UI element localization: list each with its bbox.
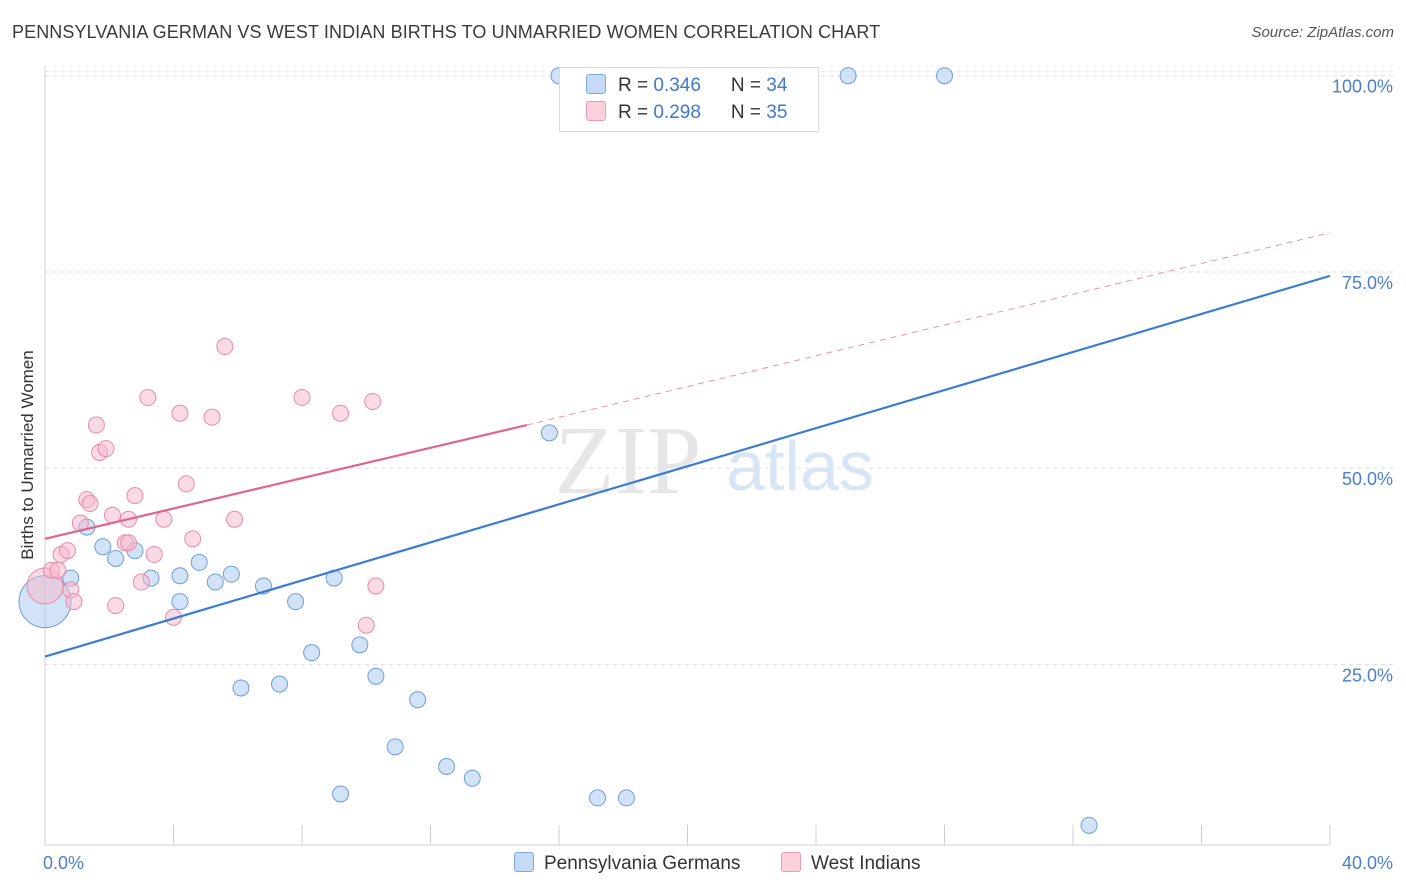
point-pennsylvania-german [540, 424, 558, 442]
watermark: ZIP atlas [555, 407, 874, 515]
chart-title: PENNSYLVANIA GERMAN VS WEST INDIAN BIRTH… [12, 22, 881, 42]
point-west-indian [184, 530, 202, 548]
point-pennsylvania-german [332, 785, 350, 803]
point-pennsylvania-german [303, 644, 321, 662]
point-pennsylvania-german [206, 573, 224, 591]
point-west-indian [145, 546, 163, 564]
grid-lines [45, 71, 1395, 665]
point-pennsylvania-german [232, 679, 250, 697]
point-pennsylvania-german [222, 565, 240, 583]
data-points [18, 67, 1098, 834]
point-west-indian [107, 597, 125, 615]
legend-row-west-indian: R = 0.298 N = 35 [586, 101, 787, 127]
trend-lines [44, 232, 1331, 658]
point-pennsylvania-german [438, 758, 456, 775]
point-west-indian [165, 608, 182, 626]
point-west-indian [49, 561, 67, 579]
point-west-indian [97, 440, 115, 458]
point-pennsylvania-german [351, 636, 369, 654]
point-west-indian [177, 475, 195, 493]
legend-item-pennsylvania-germans: Pennsylvania Germans [514, 852, 740, 875]
point-west-indian [357, 616, 375, 634]
point-west-indian [58, 542, 76, 560]
point-pennsylvania-german [617, 789, 635, 807]
point-pennsylvania-german [190, 553, 208, 571]
correlation-legend: R = 0.346 N = 34 R = 0.298 N = 35 [559, 67, 819, 132]
point-pennsylvania-german [94, 538, 112, 556]
point-west-indian [203, 408, 221, 426]
x-tick-label-left: 0.0% [43, 853, 84, 873]
watermark-atlas: atlas [726, 427, 874, 505]
point-west-indian [293, 389, 311, 407]
axes [44, 66, 1331, 846]
tick-labels: 25.0% 50.0% 75.0% 100.0% 0.0% 40.0% [43, 77, 1393, 873]
point-pennsylvania-german [271, 675, 289, 693]
legend-r-label: R = [618, 102, 654, 123]
x-tick-label-right: 40.0% [1342, 853, 1393, 873]
point-west-indian [216, 338, 234, 356]
point-west-indian [87, 416, 105, 434]
point-pennsylvania-german [107, 549, 125, 567]
trend-line-pennsylvania-german [44, 274, 1331, 658]
point-west-indian [332, 404, 350, 422]
point-west-indian [171, 404, 189, 422]
legend-r-value: 0.298 [653, 102, 701, 123]
point-west-indian [81, 495, 99, 513]
legend-label: West Indians [811, 853, 921, 874]
point-west-indian [132, 573, 150, 591]
trend-line-west-indian [44, 423, 528, 540]
legend-swatch-pink [781, 852, 801, 872]
y-axis-title: Births to Unmarried Women [18, 350, 37, 559]
point-west-indian [120, 534, 138, 552]
legend-n-value: 35 [766, 102, 788, 123]
watermark-zip: ZIP [555, 407, 702, 515]
point-pennsylvania-german [171, 593, 189, 611]
y-tick-label: 75.0% [1342, 273, 1393, 293]
point-pennsylvania-german [287, 593, 305, 611]
point-pennsylvania-german [386, 738, 404, 756]
legend-n-label: N = [730, 102, 767, 123]
point-west-indian [226, 510, 244, 528]
legend-label: Pennsylvania Germans [544, 853, 741, 874]
legend-n-label: N = [730, 75, 767, 96]
legend-row-pennsylvania: R = 0.346 N = 34 [586, 74, 787, 100]
point-pennsylvania-german [936, 67, 953, 85]
legend-swatch-pink [586, 101, 606, 121]
point-pennsylvania-german [367, 667, 385, 685]
point-pennsylvania-german [171, 567, 189, 585]
y-tick-label: 100.0% [1332, 77, 1393, 97]
y-tick-label: 50.0% [1342, 469, 1393, 489]
point-west-indian [65, 593, 83, 611]
legend-swatch-blue [514, 852, 534, 872]
legend-n-value: 34 [766, 75, 788, 96]
point-pennsylvania-german [589, 789, 607, 807]
point-west-indian [155, 510, 173, 528]
legend-r-value: 0.346 [653, 75, 701, 96]
source-label: Source: ZipAtlas.com [1251, 24, 1394, 41]
point-west-indian [364, 392, 382, 410]
legend-item-west-indians: West Indians [781, 852, 920, 875]
trend-line-west-indian-extension [526, 232, 1331, 426]
point-west-indian [126, 487, 144, 505]
point-pennsylvania-german [409, 691, 427, 709]
y-tick-label: 25.0% [1342, 665, 1393, 685]
point-pennsylvania-german [463, 769, 481, 787]
point-pennsylvania-german [1080, 816, 1098, 834]
point-pennsylvania-german [839, 67, 857, 85]
point-west-indian [367, 577, 385, 595]
legend-swatch-blue [586, 74, 606, 94]
legend-r-label: R = [618, 75, 654, 96]
point-west-indian [139, 389, 157, 407]
